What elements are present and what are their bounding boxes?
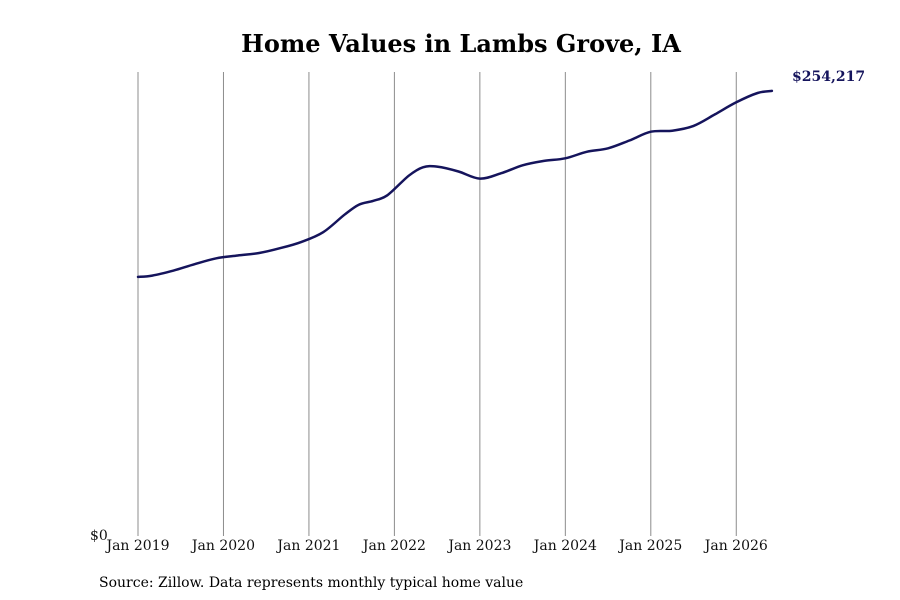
x-tick-label: Jan 2025	[617, 538, 682, 554]
x-tick-label: Jan 2022	[361, 538, 426, 554]
y-tick-label: $0	[90, 528, 108, 544]
vertical-gridlines	[137, 72, 737, 536]
chart-title: Home Values in Lambs Grove, IA	[241, 29, 681, 58]
x-tick-label: Jan 2021	[275, 538, 340, 554]
x-tick-label: Jan 2026	[703, 538, 768, 554]
x-tick-label: Jan 2024	[532, 538, 597, 554]
x-tick-label: Jan 2020	[190, 538, 255, 554]
axis-tick-labels: Jan 2019 Jan 2020 Jan 2021 Jan 2022 Jan 2023…	[90, 528, 768, 554]
end-value-label: $254,217	[792, 69, 865, 85]
series-layer	[136, 89, 774, 279]
source-note: Source: Zillow. Data represents monthly …	[99, 575, 523, 591]
x-tick-label: Jan 2023	[446, 538, 511, 554]
home-value-line-0	[136, 89, 774, 279]
x-tick-label: Jan 2019	[104, 538, 169, 554]
